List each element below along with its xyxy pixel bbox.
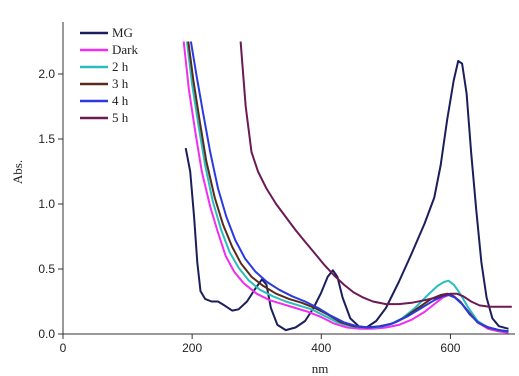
x-tick-label: 600 <box>440 341 460 355</box>
legend-label: Dark <box>112 42 138 57</box>
y-tick-label: 0.0 <box>38 327 55 341</box>
legend-label: 2 h <box>112 59 129 74</box>
y-tick-label: 0.5 <box>38 262 55 276</box>
legend-label: MG <box>112 25 133 40</box>
axes <box>58 22 515 339</box>
y-axis-label: Abs. <box>10 160 25 184</box>
x-tick-label: 0 <box>60 341 67 355</box>
x-tick-label: 200 <box>182 341 202 355</box>
x-axis-label: nm <box>312 361 329 376</box>
y-tick-label: 1.5 <box>38 132 55 146</box>
series-line-4-h <box>189 41 509 333</box>
y-tick-label: 1.0 <box>38 197 55 211</box>
legend-label: 4 h <box>112 93 129 108</box>
legend-label: 3 h <box>112 76 129 91</box>
legend: MG Dark 2 h 3 h 4 h 5 h <box>80 25 138 125</box>
series-line-mg <box>184 60 509 332</box>
legend-label: 5 h <box>112 110 129 125</box>
series-line-5-h <box>239 41 512 308</box>
x-tick-label: 400 <box>311 341 331 355</box>
series-line-dark <box>182 41 509 334</box>
series-lines <box>182 41 512 334</box>
tick-labels: 0 200 400 600 0.0 0.5 1.0 1.5 2.0 <box>38 67 460 355</box>
y-tick-label: 2.0 <box>38 67 55 81</box>
